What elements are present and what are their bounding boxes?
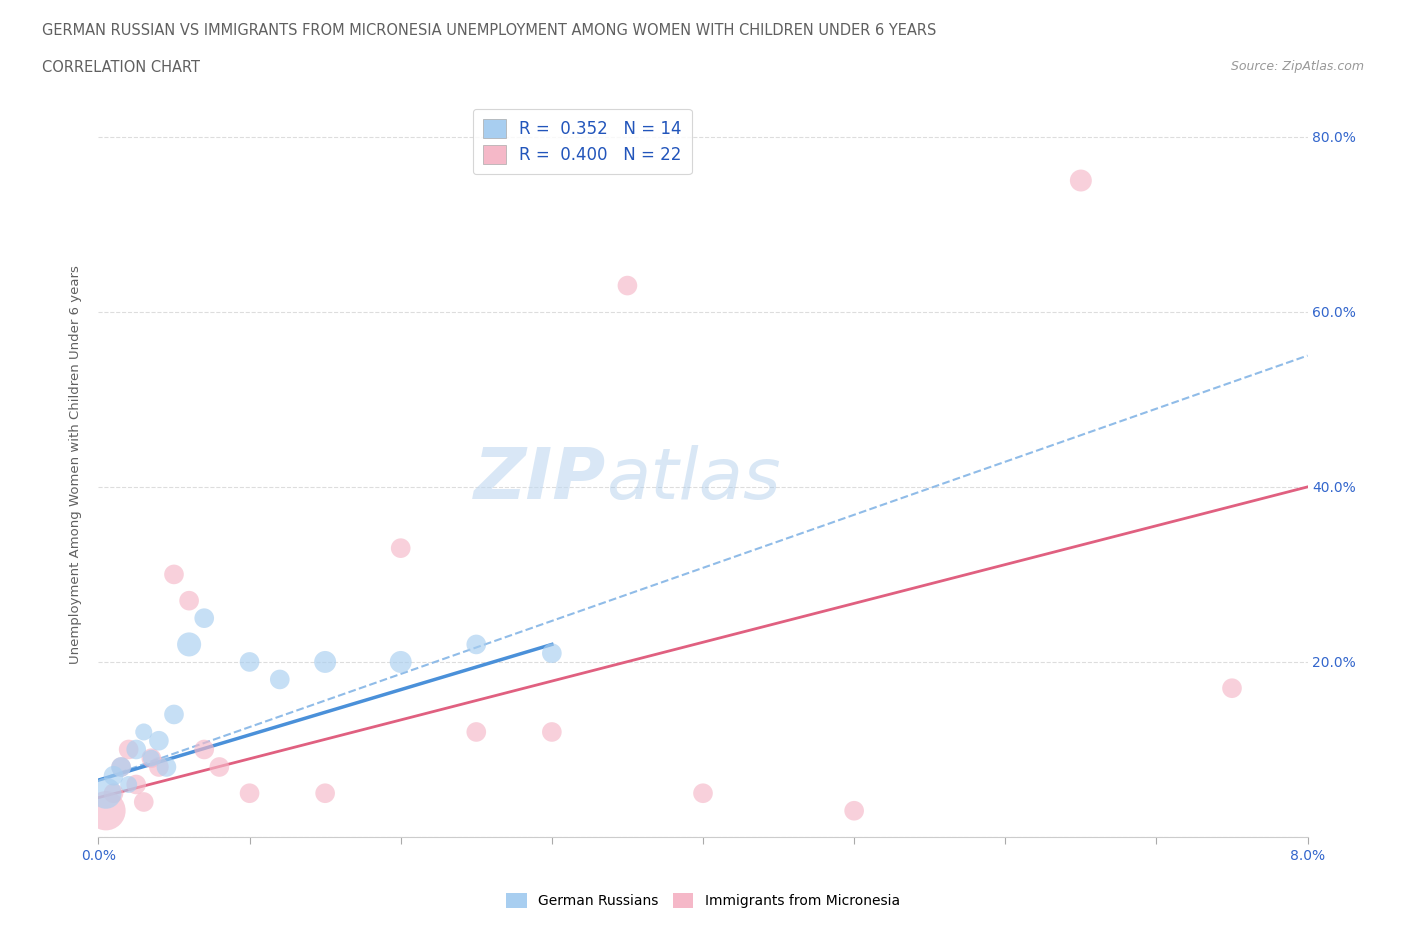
Point bbox=[103, 786, 125, 801]
Point bbox=[179, 637, 201, 652]
Point bbox=[465, 724, 488, 739]
Point bbox=[141, 751, 163, 765]
Legend: German Russians, Immigrants from Micronesia: German Russians, Immigrants from Microne… bbox=[501, 888, 905, 914]
Point bbox=[541, 724, 564, 739]
Point bbox=[193, 742, 215, 757]
Point bbox=[118, 742, 141, 757]
Point bbox=[465, 637, 488, 652]
Point bbox=[141, 751, 163, 765]
Point bbox=[844, 804, 866, 818]
Point bbox=[1070, 173, 1092, 188]
Point bbox=[125, 742, 148, 757]
Point bbox=[179, 593, 201, 608]
Text: GERMAN RUSSIAN VS IMMIGRANTS FROM MICRONESIA UNEMPLOYMENT AMONG WOMEN WITH CHILD: GERMAN RUSSIAN VS IMMIGRANTS FROM MICRON… bbox=[42, 23, 936, 38]
Point bbox=[94, 786, 117, 801]
Point bbox=[148, 733, 170, 748]
Point bbox=[239, 655, 262, 670]
Point bbox=[118, 777, 141, 792]
Point bbox=[148, 760, 170, 775]
Text: atlas: atlas bbox=[606, 445, 780, 514]
Point bbox=[616, 278, 638, 293]
Point bbox=[110, 760, 132, 775]
Point bbox=[132, 724, 155, 739]
Text: Source: ZipAtlas.com: Source: ZipAtlas.com bbox=[1230, 60, 1364, 73]
Point bbox=[110, 760, 132, 775]
Legend: R =  0.352   N = 14, R =  0.400   N = 22: R = 0.352 N = 14, R = 0.400 N = 22 bbox=[472, 109, 692, 174]
Point bbox=[314, 655, 336, 670]
Point bbox=[94, 804, 117, 818]
Point bbox=[692, 786, 714, 801]
Point bbox=[389, 540, 412, 555]
Point bbox=[132, 794, 155, 809]
Point bbox=[541, 645, 564, 660]
Point bbox=[389, 655, 412, 670]
Text: CORRELATION CHART: CORRELATION CHART bbox=[42, 60, 200, 75]
Point bbox=[269, 672, 291, 687]
Point bbox=[314, 786, 336, 801]
Point bbox=[163, 707, 186, 722]
Point bbox=[155, 760, 177, 775]
Point bbox=[1220, 681, 1243, 696]
Point bbox=[103, 768, 125, 783]
Point bbox=[193, 611, 215, 626]
Point bbox=[163, 567, 186, 582]
Point bbox=[125, 777, 148, 792]
Text: ZIP: ZIP bbox=[474, 445, 606, 514]
Point bbox=[208, 760, 231, 775]
Point bbox=[239, 786, 262, 801]
Y-axis label: Unemployment Among Women with Children Under 6 years: Unemployment Among Women with Children U… bbox=[69, 266, 83, 664]
